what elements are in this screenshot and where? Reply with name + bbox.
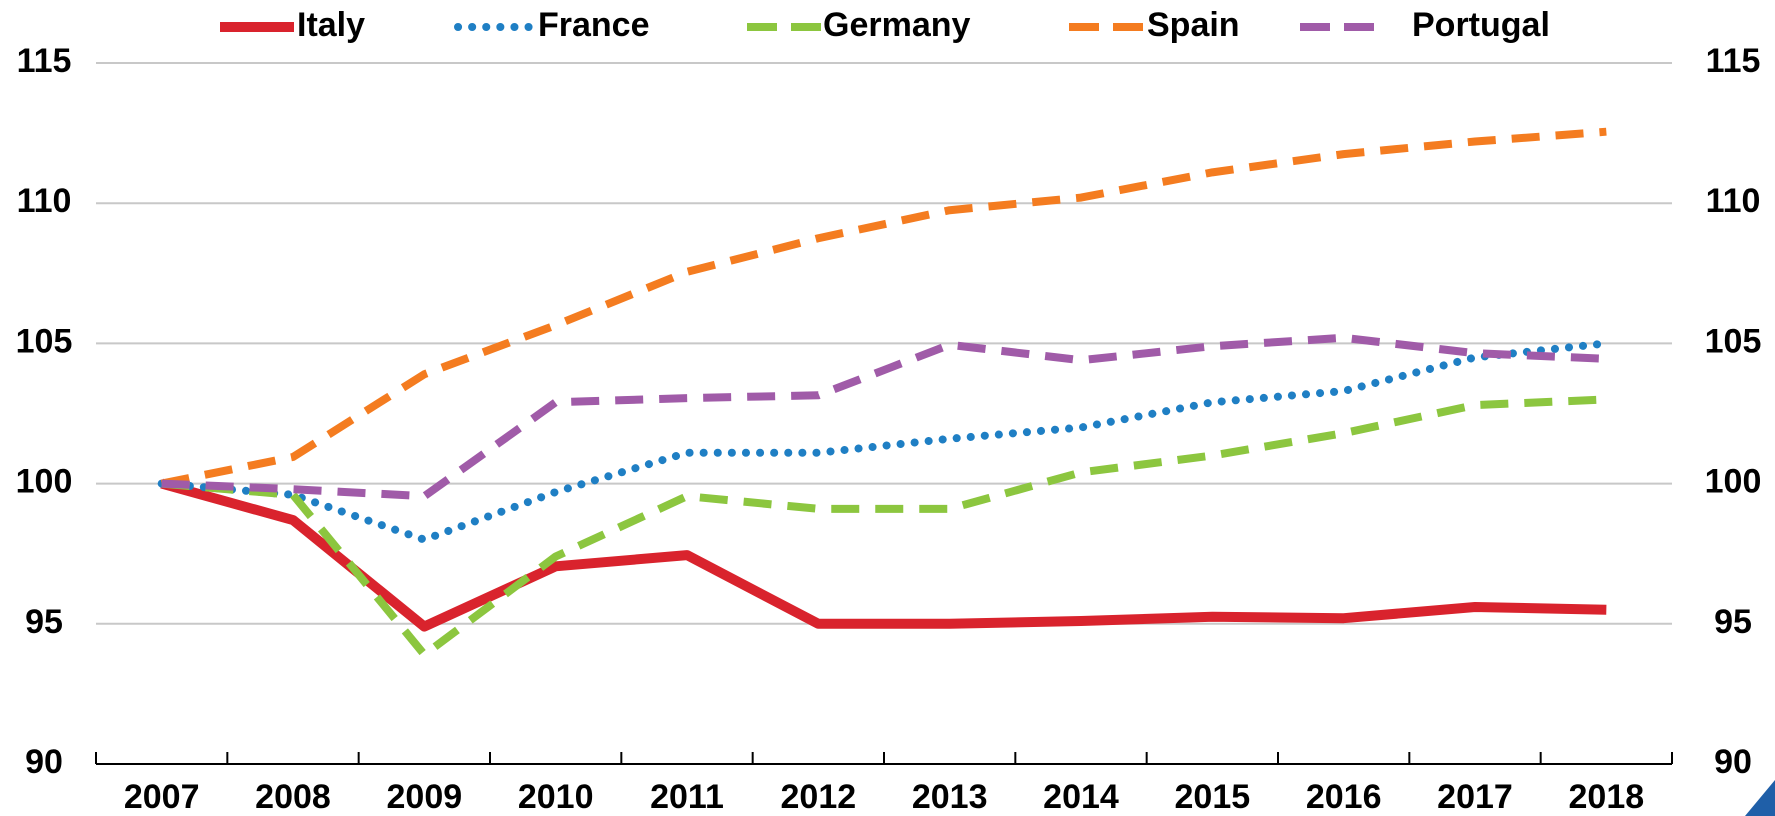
y-tick-label: 105 (16, 322, 73, 360)
series-line (161, 333, 1607, 501)
y2-tick-label: 105 (1705, 322, 1762, 360)
x-tick-label: 2010 (518, 778, 594, 816)
y2-tick-label: 115 (1706, 42, 1761, 80)
legend-label: Italy (297, 6, 365, 44)
y2-tick-label: 90 (1714, 743, 1752, 781)
x-tick-label: 2007 (124, 778, 200, 816)
legend-label: Germany (823, 6, 970, 44)
series-line (157, 339, 1611, 544)
series-line (160, 127, 1607, 488)
y-tick-label: 90 (25, 743, 63, 781)
x-tick-label: 2016 (1306, 778, 1382, 816)
corner-decoration (1745, 780, 1775, 816)
y2-tick-label: 100 (1705, 463, 1762, 501)
x-tick-label: 2017 (1437, 778, 1513, 816)
x-tick-label: 2008 (255, 778, 331, 816)
x-tick-label: 2014 (1043, 778, 1119, 816)
series-line (161, 395, 1607, 659)
x-tick-label: 2011 (650, 778, 724, 816)
y-tick-label: 110 (17, 182, 72, 220)
x-tick-label: 2013 (912, 778, 988, 816)
series-line (160, 478, 1607, 632)
y2-tick-label: 110 (1706, 182, 1761, 220)
legend-label: France (538, 6, 650, 44)
legend-label: Spain (1147, 6, 1240, 44)
x-tick-label: 2012 (781, 778, 857, 816)
legend-label: Portugal (1412, 6, 1550, 44)
y-tick-label: 100 (16, 463, 73, 501)
x-tick-label: 2018 (1569, 778, 1645, 816)
x-tick-label: 2015 (1175, 778, 1251, 816)
y2-tick-label: 95 (1714, 603, 1752, 641)
y-tick-label: 95 (25, 603, 63, 641)
y-tick-label: 115 (17, 42, 72, 80)
x-tick-label: 2009 (387, 778, 463, 816)
